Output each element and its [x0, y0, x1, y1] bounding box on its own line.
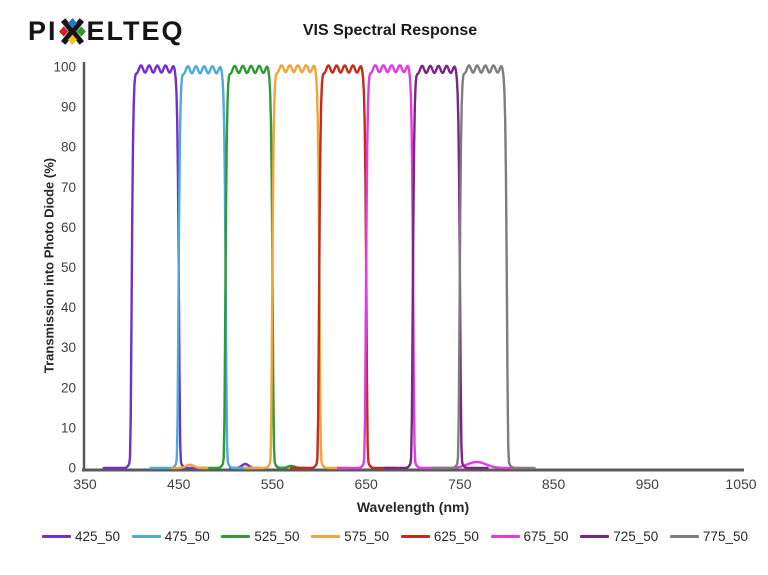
legend-label-775_50: 775_50	[702, 529, 748, 544]
legend-label-575_50: 575_50	[344, 529, 390, 544]
legend-swatch-625_50	[400, 535, 430, 538]
legend-swatch-675_50	[490, 535, 520, 538]
logo-pinwheel-x-icon	[58, 17, 86, 45]
legend-label-625_50: 625_50	[433, 529, 479, 544]
y-tick-label: 60	[61, 220, 76, 235]
series-curve-525_50	[196, 64, 302, 470]
y-tick-label: 70	[61, 180, 76, 195]
legend-swatch-775_50	[669, 535, 699, 538]
series-curve-675_50	[336, 64, 442, 470]
y-tick-label: 50	[61, 260, 76, 275]
legend-label-725_50: 725_50	[613, 529, 659, 544]
x-tick-label: 1050	[725, 476, 756, 492]
y-tick-label: 90	[61, 100, 76, 115]
series-curve-475_50	[149, 65, 255, 470]
legend-item-425_50: 425_50	[42, 529, 120, 544]
logo-text-left: PI	[28, 16, 58, 46]
legend-label-425_50: 425_50	[75, 529, 121, 544]
legend-item-775_50: 775_50	[669, 529, 748, 544]
legend-swatch-475_50	[131, 535, 161, 538]
x-tick-label: 650	[354, 476, 378, 492]
legend-item-625_50: 625_50	[400, 529, 479, 544]
legend-swatch-525_50	[221, 535, 251, 538]
x-tick-label: 850	[542, 476, 566, 492]
legend-label-525_50: 525_50	[254, 529, 300, 544]
series-curve-725_50	[383, 64, 489, 470]
x-tick-label: 450	[167, 476, 191, 492]
legend-item-725_50: 725_50	[580, 529, 658, 544]
legend-item-675_50: 675_50	[490, 529, 569, 544]
chart-legend: 425_50 475_50 525_50 575_50 625_50 675_50 725_…	[42, 529, 748, 544]
series-curve-625_50	[289, 64, 396, 470]
pixelteq-logo: PI ELTEQ	[28, 14, 185, 48]
series-curve-575_50	[243, 64, 349, 470]
chart-title: VIS Spectral Response	[302, 22, 478, 39]
x-tick-label: 950	[636, 476, 660, 492]
x-tick-label: 750	[448, 476, 472, 492]
spectral-response-plot: 350 450 550 650 750 850 950 1050 0 10 20 30 40 50 60 70…	[53, 60, 756, 493]
legend-swatch-575_50	[311, 535, 341, 538]
legend-swatch-725_50	[580, 535, 610, 538]
logo-text-right: ELTEQ	[86, 16, 185, 46]
x-axis-title: Wavelength (nm)	[356, 499, 470, 515]
series-curve-775_50	[430, 64, 536, 470]
legend-item-575_50: 575_50	[311, 529, 389, 544]
y-tick-label: 10	[61, 420, 76, 435]
y-tick-label: 30	[61, 340, 76, 355]
legend-item-475_50: 475_50	[131, 529, 210, 544]
y-tick-label: 100	[53, 60, 76, 75]
x-tick-label: 550	[261, 476, 285, 492]
y-tick-label: 80	[61, 140, 76, 155]
legend-label-475_50: 475_50	[164, 529, 210, 544]
legend-item-525_50: 525_50	[221, 529, 299, 544]
y-tick-label: 0	[68, 461, 76, 476]
legend-swatch-425_50	[42, 535, 71, 538]
x-tick-label: 350	[73, 476, 97, 492]
y-tick-label: 20	[61, 380, 76, 395]
series-curve-575_50	[170, 463, 209, 470]
series-curve-425_50	[102, 64, 208, 470]
y-tick-label: 40	[61, 300, 76, 315]
legend-label-675_50: 675_50	[523, 529, 569, 544]
